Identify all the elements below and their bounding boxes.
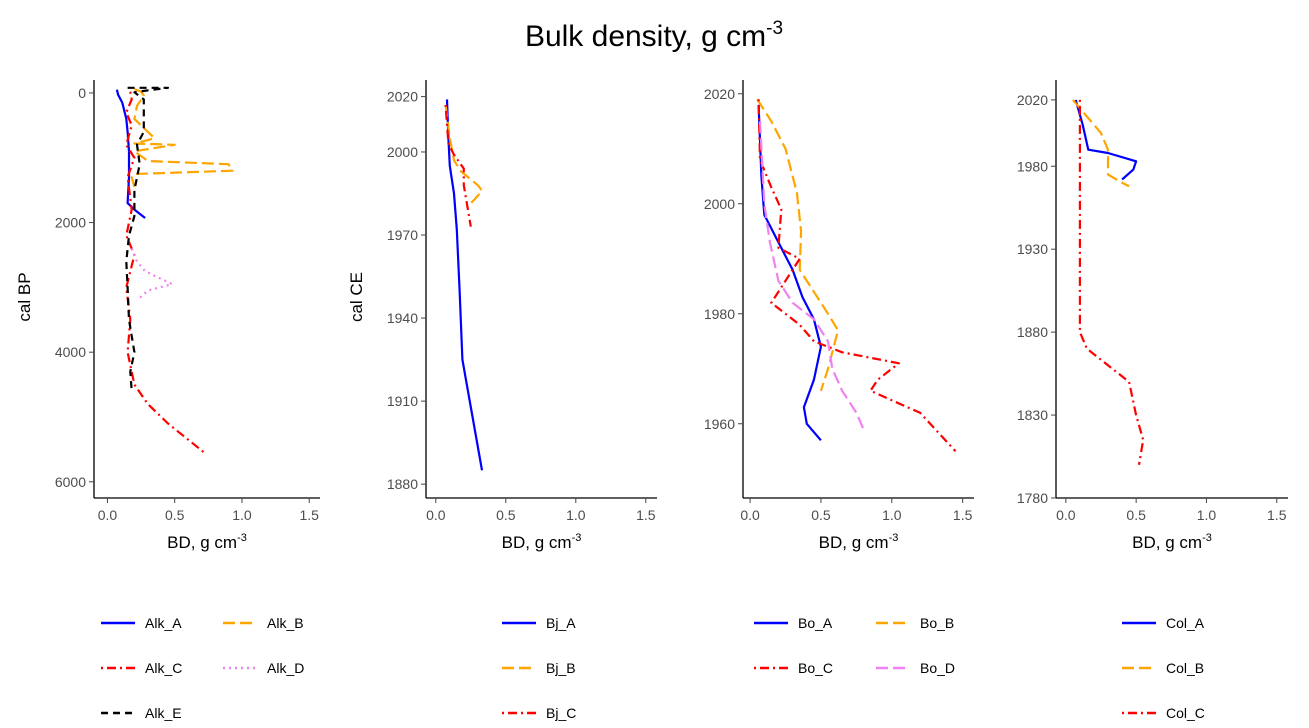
legend-label: Alk_C <box>145 660 182 676</box>
y-axis-label: cal CE <box>347 272 366 322</box>
y-tick-label: 2020 <box>704 86 735 102</box>
series-line-col-a <box>1074 99 1138 181</box>
series-line-col-c <box>1078 99 1145 465</box>
x-tick-label: 1.0 <box>882 507 902 523</box>
legend-label: Alk_E <box>145 705 182 721</box>
series-line-alk-b <box>130 88 234 188</box>
x-axis-label-superscript: -3 <box>572 532 582 544</box>
x-axis-label: BD, g cm-3 <box>167 532 247 552</box>
legend-label: Bj_A <box>546 615 576 631</box>
series-line-col-b <box>1072 99 1130 188</box>
x-tick-label: 1.5 <box>1267 507 1287 523</box>
x-tick-label: 1.0 <box>232 507 252 523</box>
legend-label: Bo_A <box>798 615 833 631</box>
legend-label: Alk_B <box>267 615 304 631</box>
x-tick-label: 0.0 <box>740 507 760 523</box>
y-tick-label: 4000 <box>55 344 86 360</box>
legend: Bo_A Bo_B Bo_C Bo_D <box>754 615 955 676</box>
x-axis-label-superscript: -3 <box>889 532 899 544</box>
legend-label: Bj_C <box>546 705 576 721</box>
y-tick-label: 1910 <box>387 393 418 409</box>
y-axis-label: cal BP <box>15 272 34 321</box>
legend-label: Alk_A <box>145 615 182 631</box>
x-tick-label: 0.5 <box>811 507 831 523</box>
y-tick-label: 2020 <box>387 89 418 105</box>
figure-title-superscript: -3 <box>766 18 783 39</box>
x-axis-label: BD, g cm-3 <box>502 532 582 552</box>
series-line-alk-e <box>125 86 170 392</box>
y-tick-label: 1880 <box>387 476 418 492</box>
y-tick-label: 1970 <box>387 227 418 243</box>
legend-label: Alk_D <box>267 660 304 676</box>
x-tick-label: 0.0 <box>426 507 446 523</box>
x-tick-label: 0.0 <box>1056 507 1076 523</box>
x-axis-label: BD, g cm-3 <box>819 532 899 552</box>
x-tick-label: 1.5 <box>300 507 320 523</box>
y-tick-label: 0 <box>78 85 86 101</box>
y-tick-label: 1930 <box>1017 241 1048 257</box>
y-tick-label: 2000 <box>704 196 735 212</box>
series-line-alk-c <box>125 91 205 454</box>
x-tick-label: 0.5 <box>1126 507 1146 523</box>
legend-label: Bo_B <box>920 615 954 631</box>
y-tick-label: 2000 <box>387 144 418 160</box>
series-line-alk-d <box>130 248 174 302</box>
series-line-bo-a <box>757 104 822 442</box>
x-axis-label-main: BD, g cm <box>502 533 572 552</box>
y-tick-label: 1980 <box>704 306 735 322</box>
x-tick-label: 0.0 <box>98 507 118 523</box>
x-tick-label: 1.0 <box>566 507 586 523</box>
chart-panel-3: 0.0 0.5 1.0 1.5 1960 1980 2000 2020 BD, g cm-3 Bo… <box>704 80 974 676</box>
x-tick-label: 1.0 <box>1197 507 1217 523</box>
legend-label: Col_B <box>1166 660 1204 676</box>
x-tick-label: 0.5 <box>496 507 516 523</box>
y-tick-label: 1940 <box>387 310 418 326</box>
legend-label: Col_A <box>1166 615 1205 631</box>
x-axis-label: BD, g cm-3 <box>1132 532 1212 552</box>
series-line-bo-b <box>756 98 840 392</box>
figure-title-main: Bulk density, g cm <box>525 20 766 53</box>
series-line-bo-c <box>757 99 957 453</box>
x-axis-label-main: BD, g cm <box>167 533 237 552</box>
y-tick-label: 1960 <box>704 416 735 432</box>
x-axis-label-main: BD, g cm <box>819 533 889 552</box>
y-tick-label: 2020 <box>1017 92 1048 108</box>
y-tick-label: 1830 <box>1017 407 1048 423</box>
y-tick-label: 2000 <box>55 215 86 231</box>
legend-label: Bj_B <box>546 660 576 676</box>
legend-label: Bo_C <box>798 660 833 676</box>
legend: Alk_A Alk_B Alk_C Alk_D Alk_E <box>101 615 304 721</box>
x-tick-label: 0.5 <box>165 507 185 523</box>
series-line-bj-a <box>445 99 484 471</box>
y-tick-label: 1980 <box>1017 158 1048 174</box>
series-line-bj-b <box>444 104 484 209</box>
x-tick-label: 1.5 <box>636 507 656 523</box>
legend-label: Col_C <box>1166 705 1205 721</box>
x-axis-label-superscript: -3 <box>1202 532 1212 544</box>
y-tick-label: 1880 <box>1017 324 1048 340</box>
legend-label: Bo_D <box>920 660 955 676</box>
legend: Col_A Col_B Col_C <box>1122 615 1205 721</box>
figure-title: Bulk density, g cm-3 <box>525 18 783 53</box>
x-tick-label: 1.5 <box>953 507 973 523</box>
series-line-bo-d <box>758 121 865 430</box>
chart-panel-2: 0.0 0.5 1.0 1.5 1880 1910 1940 1970 2000 2020 BD, … <box>347 80 657 721</box>
y-tick-label: 1780 <box>1017 490 1048 506</box>
chart-panel-1: 0.0 0.5 1.0 1.5 0 2000 4000 6000 BD, g cm-3 cal B… <box>15 80 320 721</box>
x-axis-label-superscript: -3 <box>237 532 247 544</box>
legend: Bj_A Bj_B Bj_C <box>502 615 576 721</box>
y-tick-label: 6000 <box>55 474 86 490</box>
x-axis-label-main: BD, g cm <box>1132 533 1202 552</box>
chart-panel-4: 0.0 0.5 1.0 1.5 1780 1830 1880 1930 1980 2020 BD, … <box>1017 80 1288 721</box>
